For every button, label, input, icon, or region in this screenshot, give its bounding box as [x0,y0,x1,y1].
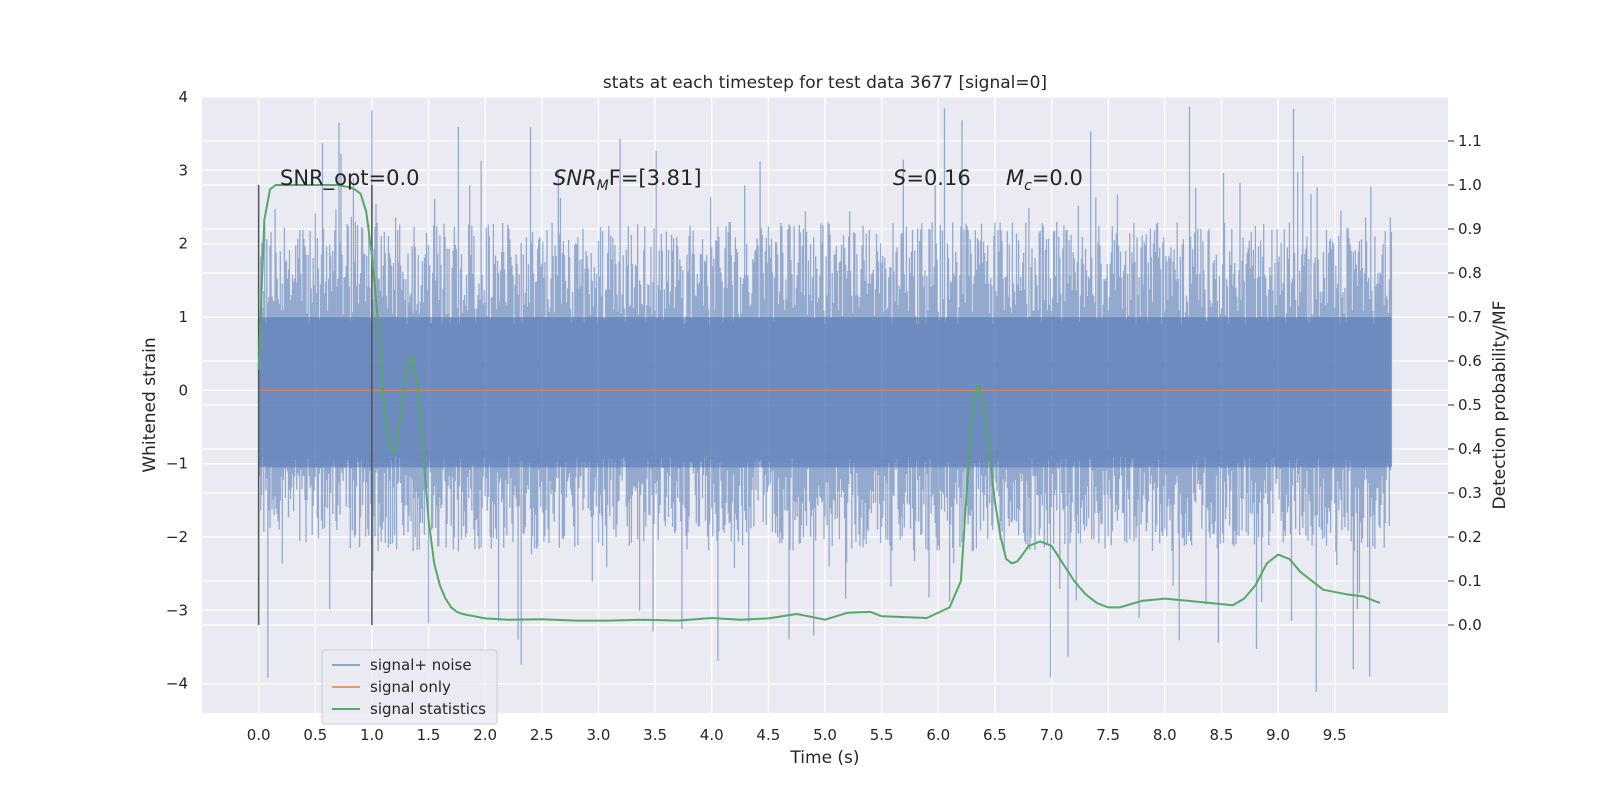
annotation-snr-mf-subscript: M [597,178,609,194]
x-tick-label: 2.0 [473,726,497,744]
legend-label-signal-only: signal only [370,678,451,696]
annotation-mc-main: M [1006,166,1024,190]
tick-labels: 0.0 0.5 1.0 1.5 2.0 2.5 3.0 3.5 4.0 4.5 5.0 5.5 6.0 6… [166,88,1482,744]
y-tick-label: −4 [166,675,188,693]
x-tick-label: 7.0 [1040,726,1064,744]
signal-statistics-line [257,184,1381,622]
x-tick-label: 5.5 [870,726,894,744]
annotation-s-value: =0.16 [906,166,970,190]
y-tick-label: 3 [178,161,188,179]
y-right-tick-label: 0.3 [1458,484,1482,502]
x-tick-label: 0.0 [247,726,271,744]
x-axis-label: Time (s) [789,748,859,768]
y-right-tick-label: 0.4 [1458,440,1482,458]
y-tick-label: −2 [166,528,188,546]
x-tick-label: 4.5 [756,726,780,744]
legend-box [321,649,498,725]
annotation-snr-mf: SNRMF=[3.81] [553,166,702,194]
y-right-tick-label: 0.2 [1458,528,1482,546]
y-tick-label: −3 [166,601,188,619]
legend-label-signal-noise: signal+ noise [370,656,472,674]
legend-label-signal-statistics: signal statistics [370,700,486,718]
y-right-tick-label: 0.6 [1458,352,1482,370]
x-tick-label: 2.5 [530,726,554,744]
y-tick-label: 4 [178,88,188,106]
annotation-mc-value: =0.0 [1032,166,1083,190]
line-series [257,184,1392,625]
y-right-tick-label: 0.7 [1458,308,1482,326]
y-right-tick-label: 0.0 [1458,616,1482,634]
y-right-tick-label: 0.5 [1458,396,1482,414]
noise-series [257,106,1393,692]
y-right-tick-label: 1.0 [1458,176,1482,194]
x-tick-label: 0.5 [303,726,327,744]
x-tick-label: 9.0 [1266,726,1290,744]
annotation-s-main: S [893,166,906,190]
y-axis-right-label: Detection probability/MF [1490,301,1510,510]
annotation-snr-opt: SNR_opt=0.0 [280,166,420,191]
chart-title: stats at each timestep for test data 367… [603,73,1047,93]
y-tick-label: 1 [178,308,188,326]
y-tick-label: −1 [166,455,188,473]
x-tick-label: 6.0 [926,726,950,744]
annotation-snr-mf-main: SNR [553,166,597,190]
annotation-s: S=0.16 [893,166,971,190]
y-axis-label: Whitened strain [140,337,160,472]
x-tick-label: 1.0 [360,726,384,744]
annotation-snr-mf-value: F=[3.81] [609,166,702,190]
y-tick-label: 0 [178,381,188,399]
annotation-mc-subscript: c [1024,178,1032,194]
y-right-tick-label: 0.1 [1458,572,1482,590]
x-tick-label: 1.5 [417,726,441,744]
x-tick-label: 5.0 [813,726,837,744]
legend: signal+ noise signal only signal statist… [321,649,498,725]
y-right-tick-label: 0.9 [1458,220,1482,238]
annotation-mc: Mc=0.0 [1006,166,1083,194]
x-tick-label: 8.5 [1210,726,1234,744]
y-right-tick-label: 1.1 [1458,132,1482,150]
y-tick-label: 2 [178,235,188,253]
x-tick-label: 8.0 [1153,726,1177,744]
y-right-tick-label: 0.8 [1458,264,1482,282]
x-tick-label: 3.0 [587,726,611,744]
x-tick-label: 6.5 [983,726,1007,744]
x-tick-label: 4.0 [700,726,724,744]
x-tick-label: 7.5 [1096,726,1120,744]
x-tick-label: 9.5 [1323,726,1347,744]
x-tick-label: 3.5 [643,726,667,744]
